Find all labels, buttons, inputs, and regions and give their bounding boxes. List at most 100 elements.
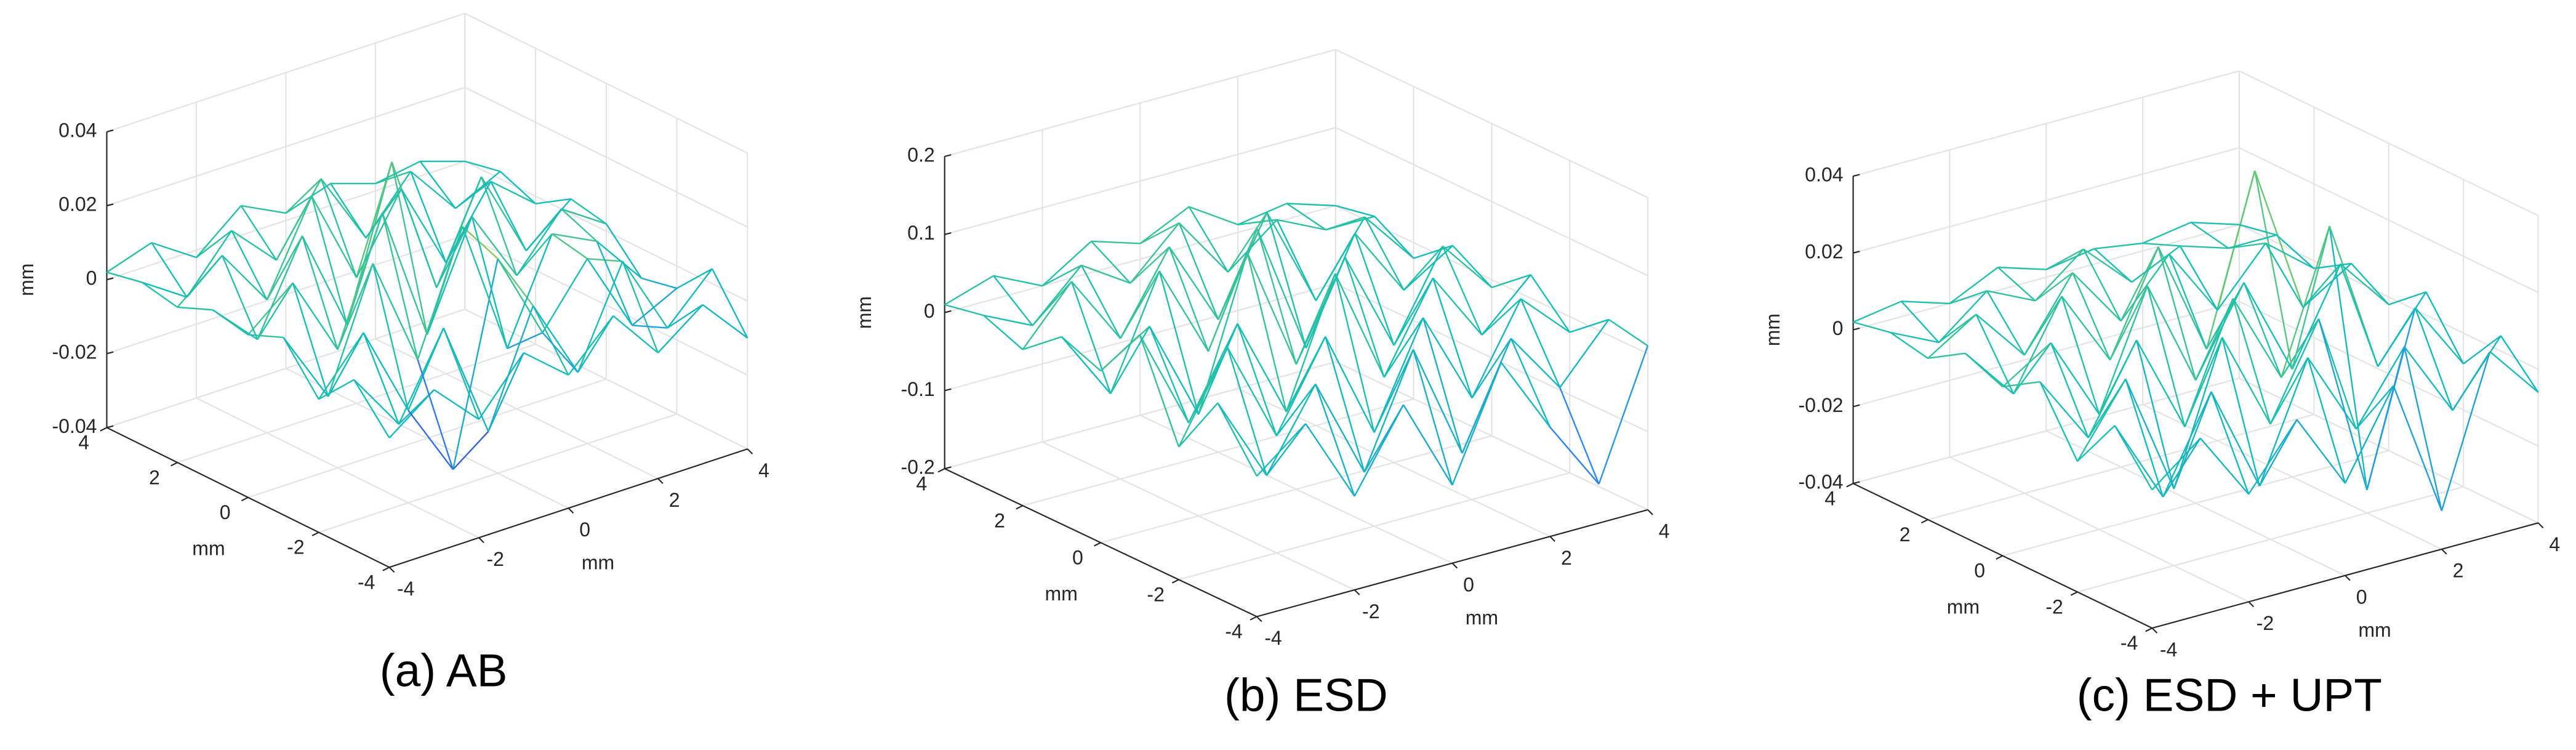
mesh-line bbox=[1412, 349, 1463, 454]
mesh-line bbox=[1315, 384, 1355, 497]
mesh-line bbox=[1510, 337, 1561, 389]
mesh-line bbox=[1927, 313, 1977, 359]
x-tick bbox=[1549, 536, 1555, 542]
mesh-line bbox=[2098, 339, 2138, 415]
mesh-line bbox=[944, 275, 994, 305]
y-tick bbox=[100, 427, 107, 432]
mesh-line bbox=[433, 389, 479, 421]
grid-line bbox=[464, 161, 748, 302]
mesh-line bbox=[2045, 248, 2095, 270]
z-tick-label: 0 bbox=[1832, 317, 1844, 339]
mesh-line bbox=[1559, 319, 1610, 389]
x-tick-label: 0 bbox=[1463, 573, 1474, 595]
mesh-line bbox=[2276, 234, 2315, 269]
mesh-line bbox=[1471, 298, 1522, 398]
mesh-line bbox=[1949, 267, 1999, 304]
mesh-line bbox=[1139, 222, 1180, 244]
mesh-line bbox=[1149, 326, 1190, 424]
z-tick bbox=[944, 466, 952, 470]
z-tick-label: -0.02 bbox=[52, 341, 97, 363]
z-tick bbox=[106, 129, 114, 133]
z-tick bbox=[1853, 404, 1860, 408]
mesh-line bbox=[363, 332, 409, 411]
mesh-line bbox=[356, 161, 393, 278]
mesh-line bbox=[2050, 342, 2089, 438]
mesh-line bbox=[1481, 298, 1522, 336]
mesh-line bbox=[632, 325, 668, 329]
z-axis-label: mm bbox=[1762, 313, 1784, 346]
mesh-line bbox=[1091, 240, 1141, 244]
mesh-line bbox=[488, 352, 524, 432]
mesh-line bbox=[1374, 216, 1414, 259]
x-tick bbox=[747, 448, 753, 454]
mesh-line bbox=[1412, 349, 1453, 486]
mesh-line bbox=[2281, 318, 2319, 378]
y-tick-label: 0 bbox=[1974, 560, 1985, 582]
y-axis-label: mm bbox=[1045, 583, 1078, 605]
mesh-line bbox=[2414, 307, 2465, 365]
mesh-line bbox=[2157, 246, 2207, 350]
mesh-line bbox=[1189, 206, 1238, 225]
x-tick-label: 0 bbox=[579, 518, 590, 541]
mesh-line bbox=[283, 337, 319, 400]
mesh-line bbox=[1325, 336, 1375, 433]
mesh-line bbox=[2039, 381, 2089, 438]
mesh-line bbox=[2142, 242, 2180, 247]
mesh-line bbox=[1853, 300, 1902, 323]
mesh-line bbox=[1227, 219, 1278, 273]
mesh-line bbox=[983, 315, 1024, 350]
mesh-line bbox=[196, 230, 233, 259]
mesh-line bbox=[2157, 246, 2197, 381]
mesh-line bbox=[1100, 326, 1150, 372]
mesh-line bbox=[318, 379, 355, 400]
mesh-line bbox=[2254, 170, 2293, 370]
mesh-line bbox=[302, 235, 348, 325]
y-tick-label: 2 bbox=[1900, 523, 1911, 546]
grid-line bbox=[464, 308, 748, 450]
y-tick bbox=[1016, 505, 1023, 510]
mesh-line bbox=[2093, 248, 2133, 283]
grid-line bbox=[2239, 377, 2539, 524]
mesh-line bbox=[632, 288, 678, 326]
mesh-line bbox=[2351, 263, 2389, 305]
mesh-line bbox=[1938, 313, 1977, 344]
mesh-line bbox=[462, 226, 508, 349]
mesh-line bbox=[257, 282, 294, 340]
mesh-line bbox=[276, 178, 322, 261]
x-tick-label: -2 bbox=[2257, 612, 2274, 634]
x-axis-label: mm bbox=[1466, 607, 1498, 629]
x-tick-label: 0 bbox=[2356, 586, 2367, 608]
mesh-line bbox=[464, 160, 501, 172]
mesh-line bbox=[2179, 245, 2218, 311]
y-tick-label: -2 bbox=[1147, 583, 1164, 605]
mesh-line bbox=[285, 178, 322, 214]
mesh-line bbox=[1890, 331, 1940, 344]
mesh-line bbox=[2314, 262, 2352, 270]
mesh-line bbox=[356, 188, 402, 278]
grid-line bbox=[944, 127, 1336, 235]
mesh-line bbox=[292, 282, 339, 350]
mesh-line bbox=[561, 208, 598, 242]
x-tick-label: 2 bbox=[2453, 560, 2464, 582]
mesh-line bbox=[993, 275, 1043, 287]
mesh-line bbox=[1901, 300, 1940, 343]
grid-line bbox=[1853, 300, 2240, 408]
mesh-line bbox=[2146, 285, 2186, 427]
mesh-line bbox=[2205, 282, 2245, 350]
mesh-line bbox=[2217, 170, 2256, 310]
mesh-line bbox=[241, 204, 286, 214]
mesh-line bbox=[2168, 254, 2207, 350]
mesh-line bbox=[542, 258, 588, 333]
mesh-line bbox=[1500, 361, 1551, 428]
mesh-line bbox=[2366, 307, 2416, 491]
mesh-line bbox=[2109, 285, 2148, 361]
y-tick-label: 4 bbox=[78, 432, 89, 454]
mesh-line bbox=[2344, 385, 2394, 484]
mesh-line bbox=[1158, 270, 1200, 415]
mesh-line bbox=[561, 208, 607, 225]
mesh-line bbox=[231, 230, 268, 300]
mesh-line bbox=[2258, 357, 2309, 486]
mesh-line bbox=[222, 254, 268, 300]
mesh-line bbox=[478, 352, 524, 420]
mesh-line bbox=[1256, 228, 1307, 349]
